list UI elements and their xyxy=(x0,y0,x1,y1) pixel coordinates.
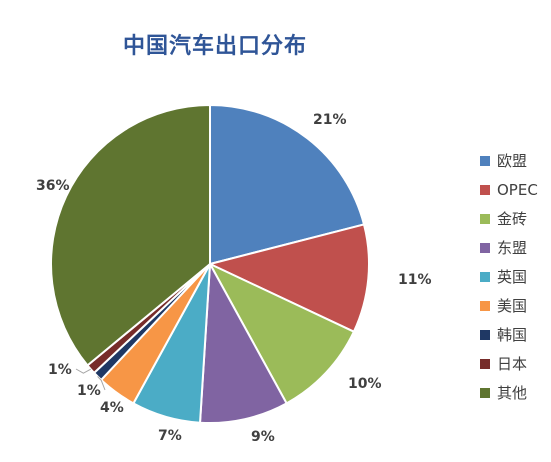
pie-slice-9 xyxy=(50,103,211,367)
legend-item-6: 美国 xyxy=(480,291,538,320)
legend-label: 其他 xyxy=(497,384,528,402)
legend-label: 英国 xyxy=(497,268,528,286)
legend-swatch xyxy=(480,184,490,195)
data-label-5: 7% xyxy=(158,428,182,444)
data-label-3: 10% xyxy=(348,376,382,392)
chart-title: 中国汽车出口分布 xyxy=(122,34,307,59)
legend-item-8: 日本 xyxy=(480,349,538,378)
legend-label: 金砖 xyxy=(497,210,528,228)
legend-swatch xyxy=(480,358,490,369)
legend-label: 韩国 xyxy=(497,326,528,344)
legend-swatch xyxy=(480,242,490,253)
legend-item-4: 东盟 xyxy=(480,233,538,262)
pie-slice-4 xyxy=(198,260,288,424)
legend-label: 东盟 xyxy=(497,239,528,257)
legend-item-3: 金砖 xyxy=(480,204,538,233)
data-label-8: 1% xyxy=(48,362,72,378)
pie-slice-2 xyxy=(207,223,370,334)
legend-swatch xyxy=(480,387,490,398)
data-label-2: 11% xyxy=(398,272,432,288)
legend-item-7: 韩国 xyxy=(480,320,538,349)
pie-slice-1 xyxy=(209,103,366,266)
legend-item-2: OPEC xyxy=(480,175,538,204)
legend-swatch xyxy=(480,213,490,224)
legend-swatch xyxy=(480,155,490,166)
data-label-1: 21% xyxy=(313,112,347,128)
legend-label: OPEC xyxy=(497,180,538,199)
legend-swatch xyxy=(480,300,490,311)
data-label-7: 1% xyxy=(77,383,101,399)
legend-label: 日本 xyxy=(497,355,528,373)
legend: 欧盟 OPEC 金砖东盟英国美国韩国日本其他 xyxy=(480,146,538,407)
data-label-4: 9% xyxy=(251,429,275,445)
pie-slice-3 xyxy=(207,261,356,405)
data-label-9: 36% xyxy=(36,178,70,194)
legend-item-5: 英国 xyxy=(480,262,538,291)
legend-swatch xyxy=(480,329,490,340)
legend-item-9: 其他 xyxy=(480,378,538,407)
legend-item-1: 欧盟 xyxy=(480,146,538,175)
leader-line-7 xyxy=(97,376,106,391)
leader-line-8 xyxy=(75,368,91,374)
legend-label: 欧盟 xyxy=(497,152,528,170)
legend-label: 美国 xyxy=(497,297,528,315)
data-label-6: 4% xyxy=(100,400,124,416)
legend-swatch xyxy=(480,271,490,282)
